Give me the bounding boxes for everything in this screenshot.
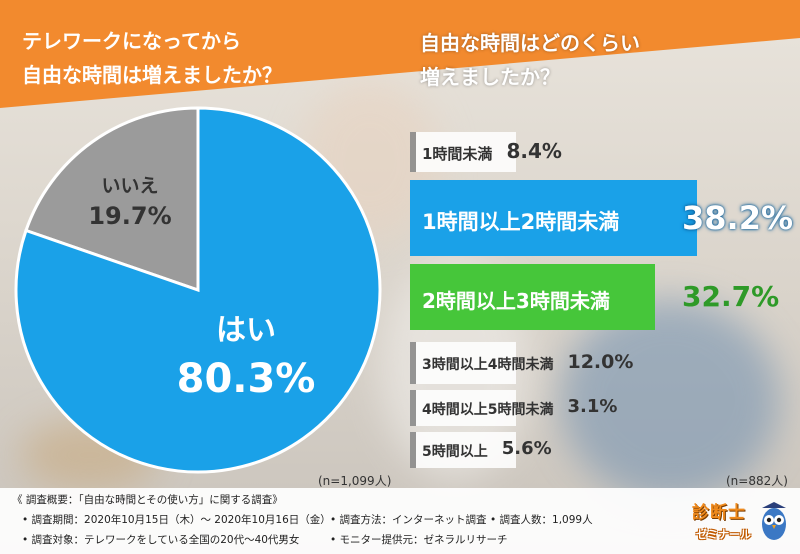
right-title-line1: 自由な時間はどのくらい <box>420 31 640 55</box>
bar-sample-note: (n=882人) <box>726 474 788 488</box>
logo-line1: 診断士 <box>692 503 746 523</box>
left-title-line2: 自由な時間は増えましたか？ <box>22 63 282 87</box>
logo-line2: ゼミナール <box>696 528 751 541</box>
orange-wedge-shape <box>0 0 800 108</box>
logo: 診断士 ゼミナール <box>690 496 794 550</box>
bar-value-4: 12.0% <box>567 350 634 373</box>
left-title-line1: テレワークになってから <box>22 29 241 53</box>
bar-label-6: 5時間以上 <box>422 444 488 460</box>
footer-target: • 調査対象：テレワークをしている全国の20代～40代男女 <box>22 534 300 546</box>
right-title-line2: 増えましたか？ <box>420 65 560 89</box>
pie-chart: いいえ 19.7% はい 80.3% <box>14 106 382 474</box>
pie-value-yes: 80.3% <box>177 356 316 402</box>
pie-label-yes: はい <box>216 313 276 348</box>
bar-label-4: 3時間以上4時間未満 <box>422 357 554 373</box>
bar-label-2: 1時間以上2時間未満 <box>422 209 620 234</box>
bar-6 <box>410 432 516 468</box>
right-title: 自由な時間はどのくらい 増えましたか？ <box>420 26 640 94</box>
pie-value-no: 19.7% <box>88 202 171 230</box>
footer-count: • 調査人数：1,099人 <box>490 514 593 526</box>
footer-period: • 調査期間：2020年10月15日（木）～ 2020年10月16日（金） <box>22 514 331 526</box>
bar-value-6: 5.6% <box>501 438 552 459</box>
bar-4 <box>410 342 516 384</box>
bar-value-1: 8.4% <box>506 139 562 163</box>
pie-label-no: いいえ <box>101 175 158 197</box>
left-title: テレワークになってから 自由な時間は増えましたか？ <box>22 24 282 92</box>
pie-slice-yes <box>14 106 382 474</box>
bar-3 <box>410 264 655 330</box>
bar-value-3: 32.7% <box>682 280 780 313</box>
bar-label-5: 4時間以上5時間未満 <box>422 402 554 418</box>
owl-mascot-icon <box>762 502 786 540</box>
bar-5 <box>410 390 516 426</box>
bg-shape <box>560 300 780 500</box>
pie-sample-note: (n=1,099人) <box>318 474 392 488</box>
bar-2 <box>410 180 697 256</box>
footer-method: • 調査方法：インターネット調査 <box>330 514 487 526</box>
bar-value-5: 3.1% <box>567 396 618 417</box>
footer-title: 《 調査概要：「自由な時間とその使い方」に関する調査》 <box>12 494 283 506</box>
survey-footer: 《 調査概要：「自由な時間とその使い方」に関する調査》 • 調査期間：2020年… <box>0 488 800 554</box>
bar-label-1: 1時間未満 <box>422 144 493 163</box>
bar-1 <box>410 132 516 172</box>
bar-value-2: 38.2% <box>682 199 794 237</box>
bar-label-3: 2時間以上3時間未満 <box>422 289 610 313</box>
footer-provider: • モニター提供元：ゼネラルリサーチ <box>330 534 508 546</box>
